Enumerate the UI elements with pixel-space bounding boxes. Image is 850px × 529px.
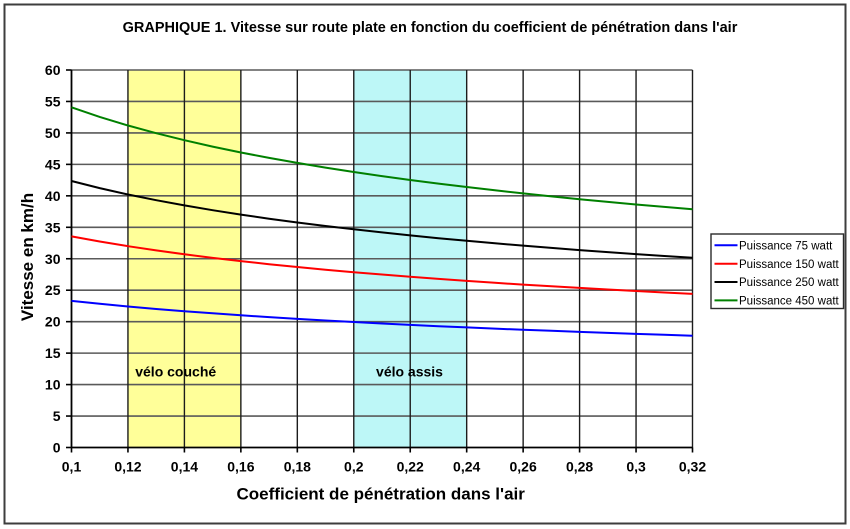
svg-text:0,14: 0,14 [171,459,198,475]
svg-text:0,22: 0,22 [397,459,424,475]
svg-text:35: 35 [45,219,61,235]
svg-text:vélo assis: vélo assis [376,364,443,380]
svg-text:20: 20 [45,314,61,330]
svg-text:0,32: 0,32 [679,459,706,475]
svg-text:Puissance 150 watt: Puissance 150 watt [739,259,840,271]
svg-text:55: 55 [45,93,61,109]
svg-text:0,2: 0,2 [344,459,364,475]
svg-text:0,24: 0,24 [453,459,480,475]
svg-text:10: 10 [45,377,61,393]
svg-text:0,18: 0,18 [284,459,311,475]
svg-text:45: 45 [45,156,61,172]
svg-text:15: 15 [45,345,61,361]
svg-text:5: 5 [53,408,61,424]
svg-text:vélo couché: vélo couché [135,364,216,380]
svg-text:Coefficient de pénétration dan: Coefficient de pénétration dans l'air [237,485,526,504]
svg-text:30: 30 [45,251,61,267]
svg-text:GRAPHIQUE 1. Vitesse sur route: GRAPHIQUE 1. Vitesse sur route plate en … [123,20,738,36]
svg-text:0,12: 0,12 [114,459,141,475]
svg-text:0,28: 0,28 [566,459,593,475]
svg-text:60: 60 [45,62,61,78]
svg-text:Vitesse en km/h: Vitesse en km/h [18,193,37,321]
svg-text:Puissance 250 watt: Puissance 250 watt [739,277,840,289]
svg-text:40: 40 [45,188,61,204]
svg-text:50: 50 [45,125,61,141]
svg-text:Puissance 450 watt: Puissance 450 watt [739,296,840,308]
svg-text:0,16: 0,16 [227,459,254,475]
svg-text:0,26: 0,26 [510,459,537,475]
svg-text:Puissance 75 watt: Puissance 75 watt [739,241,833,253]
svg-text:0,1: 0,1 [62,459,82,475]
svg-text:25: 25 [45,282,61,298]
svg-text:0: 0 [53,440,61,456]
svg-text:0,3: 0,3 [626,459,646,475]
